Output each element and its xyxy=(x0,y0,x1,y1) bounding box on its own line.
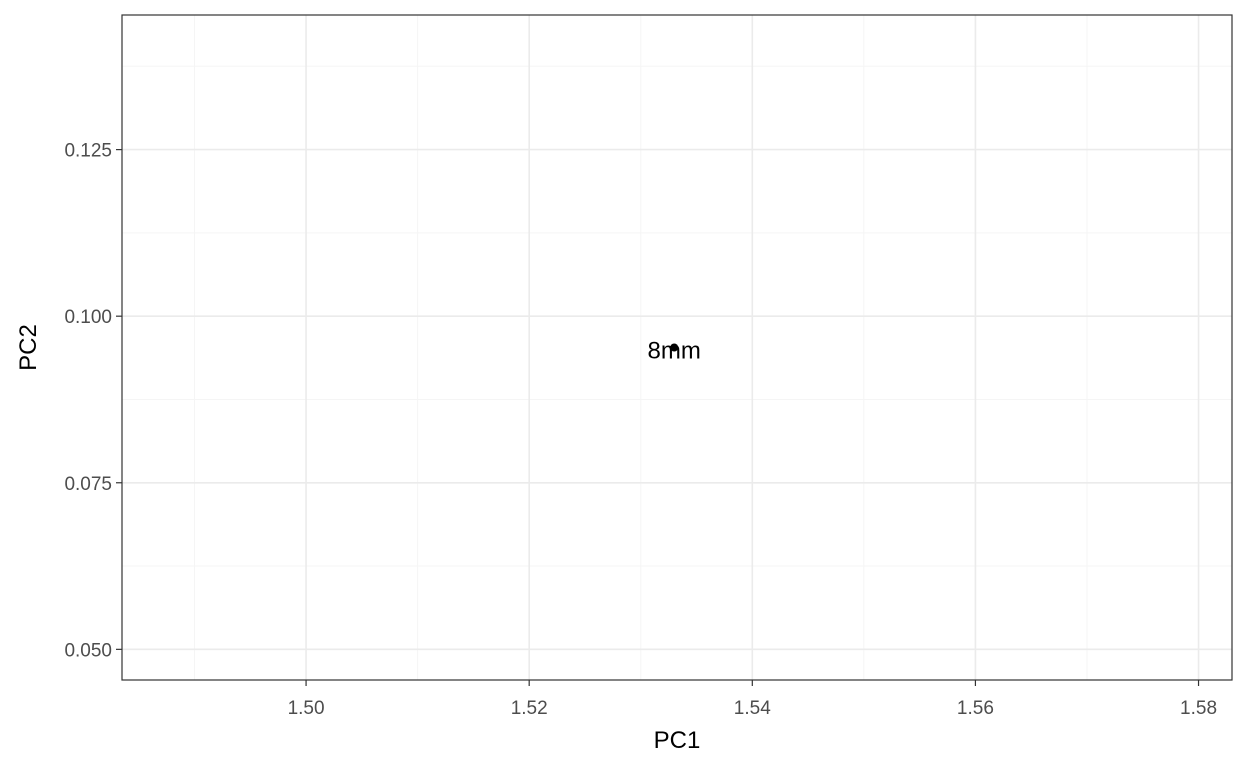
data-points: 8mm xyxy=(648,338,701,365)
x-tick-label: 1.52 xyxy=(511,698,548,719)
y-tick-label: 0.125 xyxy=(64,141,112,162)
x-tick-label: 1.54 xyxy=(734,698,771,719)
data-point-label: 8mm xyxy=(648,338,701,365)
y-tick-label: 0.050 xyxy=(64,640,112,661)
x-tick-label: 1.56 xyxy=(957,698,994,719)
plot-panel-border xyxy=(121,14,1233,681)
major-gridlines xyxy=(122,15,1232,680)
x-tick-label: 1.58 xyxy=(1180,698,1217,719)
tick-labels: 1.50 1.52 1.54 1.56 1.58 0.050 0.075 0.100 0.125 xyxy=(64,141,1217,719)
y-tick-label: 0.100 xyxy=(64,307,112,328)
y-axis-title: PC2 xyxy=(15,324,42,371)
y-tick-label: 0.075 xyxy=(64,474,112,495)
data-point xyxy=(670,343,679,352)
x-tick-label: 1.50 xyxy=(288,698,325,719)
axis-ticks xyxy=(116,148,1200,686)
minor-gridlines xyxy=(122,15,1232,680)
x-axis-title: PC1 xyxy=(654,727,701,754)
